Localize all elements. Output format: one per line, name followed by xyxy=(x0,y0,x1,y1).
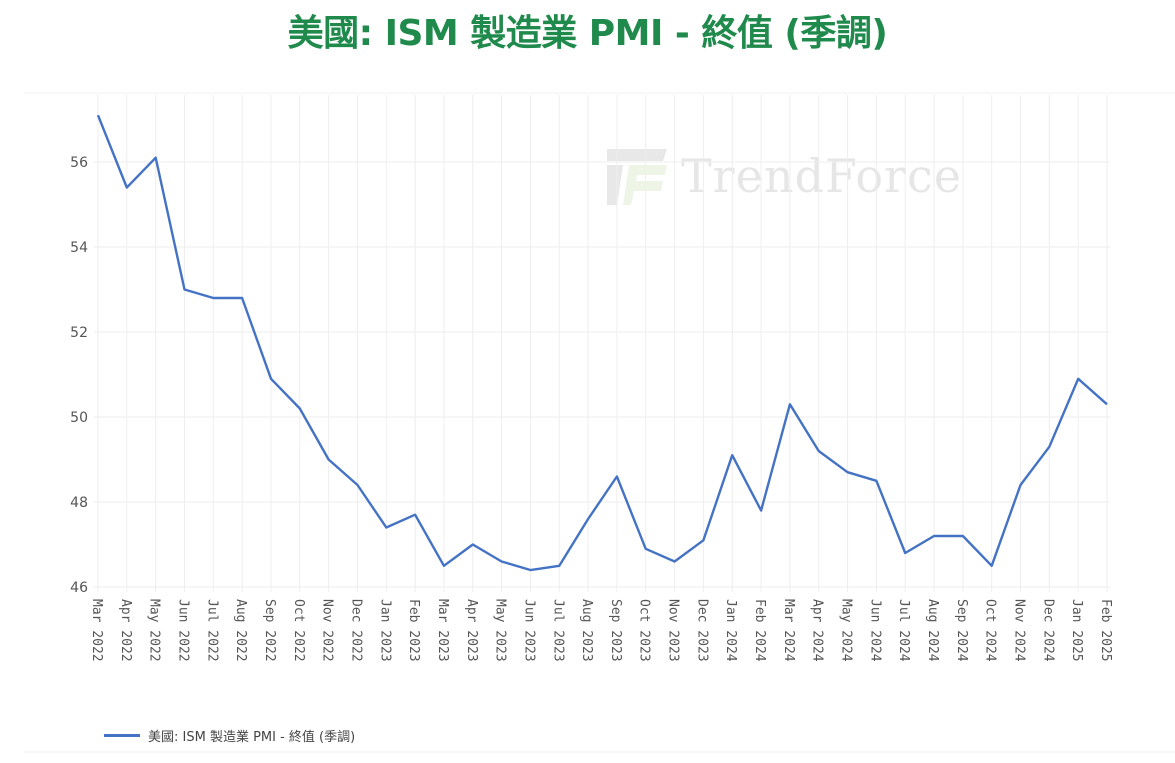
x-tick-label: Mar 2022 xyxy=(89,599,104,662)
x-tick-label: Oct 2023 xyxy=(637,599,652,662)
x-tick-label: Jan 2025 xyxy=(1069,599,1084,662)
legend-label: 美國: ISM 製造業 PMI - 終值 (季調) xyxy=(148,729,356,745)
x-tick-label: Dec 2022 xyxy=(348,599,363,662)
y-tick-label: 56 xyxy=(70,155,88,171)
legend-line-swatch xyxy=(104,733,140,737)
x-tick-label: Jun 2024 xyxy=(867,599,882,662)
y-tick-label: 52 xyxy=(70,325,88,341)
x-tick-label: Sep 2022 xyxy=(262,599,277,662)
trendforce-logo-icon xyxy=(607,149,667,205)
x-tick-label: Apr 2022 xyxy=(118,599,133,662)
x-tick-label: Jun 2023 xyxy=(521,599,536,662)
x-tick-label: Jan 2024 xyxy=(723,599,738,662)
x-tick-label: Mar 2024 xyxy=(781,599,796,662)
y-tick-label: 50 xyxy=(70,410,88,426)
x-tick-label: Jan 2023 xyxy=(377,599,392,662)
y-tick-label: 46 xyxy=(70,580,88,596)
watermark-text: TrendForce xyxy=(681,149,963,203)
x-tick-label: Aug 2023 xyxy=(579,599,594,662)
x-tick-label: Feb 2023 xyxy=(406,599,421,662)
x-tick-label: Oct 2024 xyxy=(983,599,998,662)
x-tick-label: Jul 2022 xyxy=(204,599,219,662)
x-tick-label: Oct 2022 xyxy=(291,599,306,662)
chart-title: 美國: ISM 製造業 PMI - 終值 (季調) xyxy=(287,13,888,54)
x-tick-label: Aug 2024 xyxy=(925,599,940,662)
x-tick-label: Feb 2024 xyxy=(752,599,767,662)
x-tick-label: Mar 2023 xyxy=(435,599,450,662)
series-line[interactable] xyxy=(96,114,1108,572)
x-tick-label: May 2023 xyxy=(493,599,508,662)
x-tick-label: Jul 2024 xyxy=(896,599,911,662)
x-tick-label: Dec 2023 xyxy=(694,599,709,662)
x-tick-label: Sep 2023 xyxy=(608,599,623,662)
y-tick-label: 54 xyxy=(70,240,88,256)
x-tick-label: Jul 2023 xyxy=(550,599,565,662)
x-tick-label: May 2024 xyxy=(839,599,854,662)
x-tick-label: Sep 2024 xyxy=(954,599,969,662)
x-tick-label: Jun 2022 xyxy=(175,599,190,662)
x-tick-label: Nov 2022 xyxy=(320,599,335,662)
y-tick-label: 48 xyxy=(70,495,88,511)
x-tick-label: May 2022 xyxy=(147,599,162,662)
watermark: TrendForce xyxy=(603,145,962,207)
x-tick-label: Feb 2025 xyxy=(1098,599,1113,662)
x-tick-label: Aug 2022 xyxy=(233,599,248,662)
x-tick-label: Nov 2023 xyxy=(666,599,681,662)
x-tick-label: Nov 2024 xyxy=(1012,599,1027,662)
x-tick-label: Apr 2024 xyxy=(810,599,825,662)
x-tick-label: Dec 2024 xyxy=(1040,599,1055,662)
legend[interactable]: 美國: ISM 製造業 PMI - 終值 (季調) xyxy=(104,724,355,746)
x-tick-label: Apr 2023 xyxy=(464,599,479,662)
